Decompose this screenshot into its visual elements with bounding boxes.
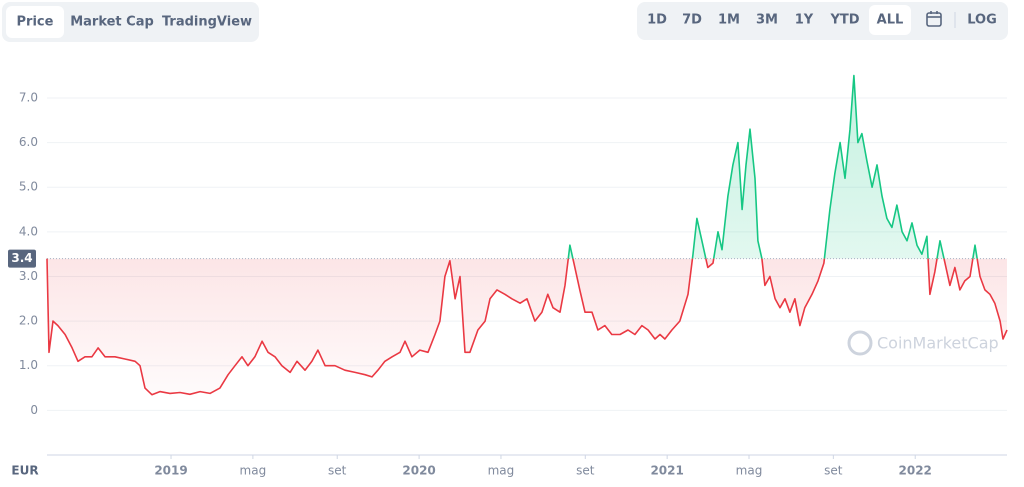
x-tick-label: set <box>328 464 347 478</box>
range-button[interactable]: 1M <box>718 13 740 28</box>
y-tick-label: 3.0 <box>19 269 38 283</box>
y-tick-label: 4.0 <box>19 224 38 238</box>
currency-label: EUR <box>11 464 38 478</box>
tab[interactable]: Market Cap <box>70 15 154 30</box>
x-tick-label: 2019 <box>154 464 187 478</box>
tab[interactable]: Price <box>17 15 54 30</box>
x-tick-label: set <box>576 464 595 478</box>
price-marker-badge <box>8 249 36 268</box>
range-button[interactable]: ALL <box>877 13 904 28</box>
area-down <box>47 258 1007 395</box>
tab-selected <box>6 6 64 38</box>
y-tick-label: 7.0 <box>19 90 38 104</box>
x-tick-label: 2020 <box>402 464 435 478</box>
y-tick-label: 0 <box>30 403 38 417</box>
range-button[interactable]: YTD <box>829 13 859 28</box>
x-tick-label: 2022 <box>899 464 932 478</box>
area-up <box>47 75 978 259</box>
price-line-up <box>46 74 978 259</box>
y-tick-label: 1.0 <box>19 358 38 372</box>
price-marker-label: 3.4 <box>11 251 32 265</box>
log-button[interactable]: LOG <box>967 13 997 28</box>
range-group <box>637 2 1008 40</box>
y-tick-label: 6.0 <box>19 135 38 149</box>
tab-group <box>2 2 259 42</box>
watermark: CoinMarketCap <box>847 330 999 356</box>
tab[interactable]: TradingView <box>162 15 252 30</box>
y-tick-label: 2.0 <box>19 314 38 328</box>
range-selected <box>869 5 911 35</box>
range-button[interactable]: 1D <box>647 13 667 28</box>
calendar-button[interactable] <box>926 11 942 27</box>
range-button[interactable]: 3M <box>756 13 778 28</box>
x-tick-label: mag <box>488 464 515 478</box>
x-tick-label: mag <box>240 464 267 478</box>
y-tick-label: 5.0 <box>19 180 38 194</box>
price-line-down <box>46 258 1008 396</box>
x-tick-label: mag <box>736 464 763 478</box>
range-button[interactable]: 7D <box>682 13 702 28</box>
x-tick-label: 2021 <box>650 464 683 478</box>
range-button[interactable]: 1Y <box>795 13 814 28</box>
x-tick-label: set <box>824 464 843 478</box>
watermark-text: CoinMarketCap <box>877 334 999 353</box>
